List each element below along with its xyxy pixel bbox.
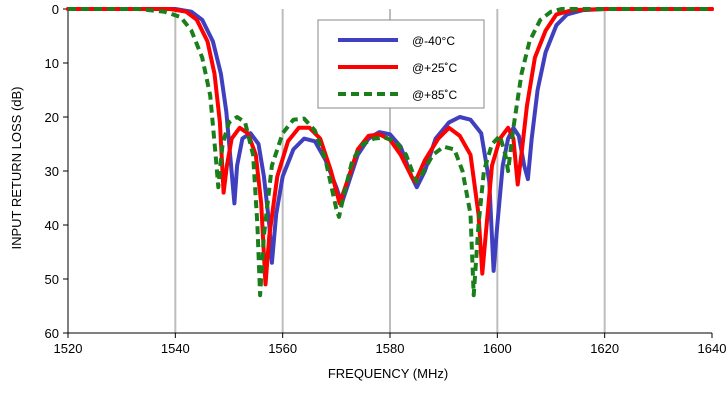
series-line-3: [68, 7, 712, 298]
x-axis-title: FREQUENCY (MHz): [328, 366, 448, 381]
x-tick-label: 1560: [268, 341, 297, 356]
legend: @-40°C @+25˚C @+85˚C: [317, 19, 485, 109]
x-tick-labels: 1520 1540 1560 1580 1600 1620 1640: [54, 341, 727, 356]
x-tick-label: 1600: [483, 341, 512, 356]
x-tick-label: 1520: [54, 341, 83, 356]
y-tick-label: 50: [45, 272, 59, 287]
y-axis-title: INPUT RETURN LOSS (dB): [9, 86, 24, 249]
y-tick-label: 0: [52, 2, 59, 17]
series-line-1: [66, 7, 714, 273]
legend-label-2: @+25˚C: [412, 61, 458, 75]
y-tick-labels: 0 10 20 30 40 50 60: [45, 2, 59, 341]
y-tick-label: 60: [45, 326, 59, 341]
series-layer: [66, 7, 714, 298]
y-tick-label: 40: [45, 218, 59, 233]
x-tick-label: 1640: [698, 341, 727, 356]
x-tick-label: 1540: [161, 341, 190, 356]
y-tick-label: 30: [45, 164, 59, 179]
legend-label-1: @-40°C: [412, 34, 455, 48]
legend-label-3: @+85˚C: [412, 88, 458, 102]
plot-area: [63, 8, 713, 338]
legend-items: @-40°C @+25˚C @+85˚C: [338, 34, 458, 102]
x-tick-label: 1620: [590, 341, 619, 356]
y-tick-label: 20: [45, 110, 59, 125]
y-tick-label: 10: [45, 56, 59, 71]
series-line-2: [66, 7, 714, 287]
x-tick-label: 1580: [376, 341, 405, 356]
